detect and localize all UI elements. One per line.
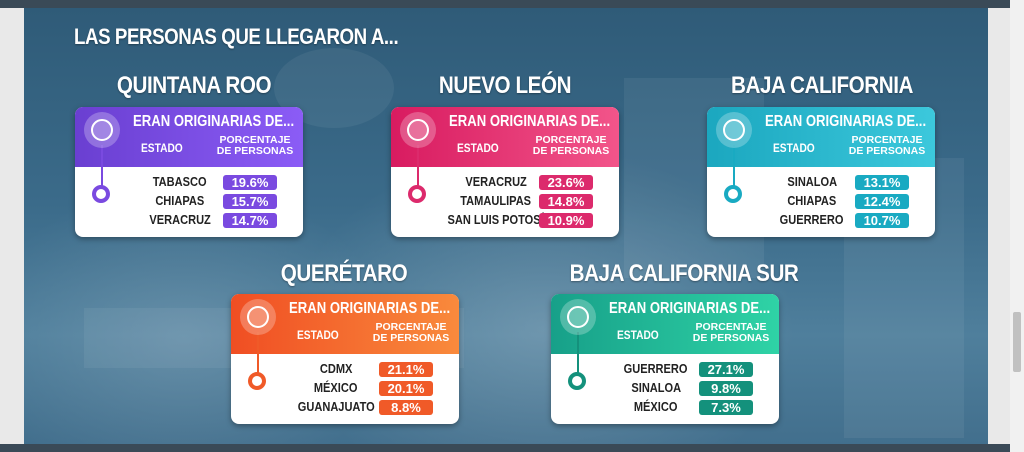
bottom-bar [0, 444, 1010, 452]
column-header-porcentaje: PORCENTAJE DE PERSONAS [848, 134, 926, 157]
row-percentage: 27.1% [699, 362, 753, 377]
column-header-estado: ESTADO [297, 328, 339, 342]
row-percentage: 15.7% [223, 194, 277, 209]
card-heading: ERAN ORIGINARIAS DE... [609, 300, 771, 317]
column-header-porcentaje: PORCENTAJE DE PERSONAS [216, 134, 294, 157]
card-heading: ERAN ORIGINARIAS DE... [765, 113, 927, 130]
card-4: ERAN ORIGINARIAS DE... ESTADO PORCENTAJE… [551, 294, 779, 424]
infographic-panel: LAS PERSONAS QUE LLEGARON A... QUINTANA … [24, 8, 988, 444]
row-percentage: 13.1% [855, 175, 909, 190]
card-heading: ERAN ORIGINARIAS DE... [449, 113, 611, 130]
row-percentage: 9.8% [699, 381, 753, 396]
ring-icon [560, 299, 596, 335]
row-percentage: 8.8% [379, 400, 433, 415]
row-percentage: 10.9% [539, 213, 593, 228]
connector-line [417, 145, 419, 193]
column-header-porcentaje: PORCENTAJE DE PERSONAS [692, 321, 770, 344]
state-title-1: NUEVO LEÓN [438, 72, 572, 99]
dot-icon [724, 185, 742, 203]
connector-line [733, 145, 735, 193]
card-header [231, 294, 459, 354]
row-estado: SINALOA [631, 380, 681, 395]
row-percentage: 14.8% [539, 194, 593, 209]
card-header [551, 294, 779, 354]
row-estado: SINALOA [787, 174, 837, 189]
ring-icon [400, 112, 436, 148]
row-estado: GUERRERO [780, 212, 844, 227]
row-estado: CDMX [319, 361, 353, 376]
card-header [75, 107, 303, 167]
row-percentage: 19.6% [223, 175, 277, 190]
row-estado: TABASCO [153, 174, 207, 189]
dot-icon [248, 372, 266, 390]
state-title-2: BAJA CALIFORNIA [731, 72, 913, 99]
row-estado: TAMAULIPAS [460, 193, 532, 208]
row-estado: CHIAPAS [787, 193, 837, 208]
row-percentage: 7.3% [699, 400, 753, 415]
card-1: ERAN ORIGINARIAS DE... ESTADO PORCENTAJE… [391, 107, 619, 237]
connector-line [101, 145, 103, 193]
column-header-porcentaje: PORCENTAJE DE PERSONAS [532, 134, 610, 157]
row-percentage: 14.7% [223, 213, 277, 228]
state-title-4: BAJA CALIFORNIA SUR [569, 260, 799, 287]
column-header-estado: ESTADO [141, 141, 183, 155]
card-0: ERAN ORIGINARIAS DE... ESTADO PORCENTAJE… [75, 107, 303, 237]
row-percentage: 20.1% [379, 381, 433, 396]
ring-icon [716, 112, 752, 148]
scrollbar-thumb[interactable] [1013, 312, 1021, 372]
row-estado: CHIAPAS [155, 193, 205, 208]
card-header [707, 107, 935, 167]
column-header-estado: ESTADO [773, 141, 815, 155]
row-percentage: 21.1% [379, 362, 433, 377]
row-percentage: 23.6% [539, 175, 593, 190]
card-heading: ERAN ORIGINARIAS DE... [289, 300, 451, 317]
card-heading: ERAN ORIGINARIAS DE... [133, 113, 295, 130]
column-header-estado: ESTADO [617, 328, 659, 342]
row-percentage: 12.4% [855, 194, 909, 209]
row-estado: VERACRUZ [149, 212, 211, 227]
ring-icon [84, 112, 120, 148]
row-estado: GUERRERO [624, 361, 688, 376]
page-title: LAS PERSONAS QUE LLEGARON A... [74, 24, 399, 49]
card-header [391, 107, 619, 167]
scrollbar-track[interactable] [1010, 0, 1024, 452]
dot-icon [92, 185, 110, 203]
row-estado: GUANAJUATO [297, 399, 375, 414]
state-title-0: QUINTANA ROO [116, 72, 272, 99]
row-percentage: 10.7% [855, 213, 909, 228]
column-header-porcentaje: PORCENTAJE DE PERSONAS [372, 321, 450, 344]
row-estado: MÉXICO [314, 380, 358, 395]
card-3: ERAN ORIGINARIAS DE... ESTADO PORCENTAJE… [231, 294, 459, 424]
connector-line [257, 332, 259, 380]
dot-icon [408, 185, 426, 203]
state-title-3: QUERÉTARO [280, 260, 408, 287]
row-estado: MÉXICO [634, 399, 678, 414]
top-bar [0, 0, 1024, 8]
card-2: ERAN ORIGINARIAS DE... ESTADO PORCENTAJE… [707, 107, 935, 237]
row-estado: SAN LUIS POTOSÍ [447, 212, 545, 227]
row-estado: VERACRUZ [465, 174, 527, 189]
connector-line [577, 332, 579, 380]
ring-icon [240, 299, 276, 335]
dot-icon [568, 372, 586, 390]
column-header-estado: ESTADO [457, 141, 499, 155]
